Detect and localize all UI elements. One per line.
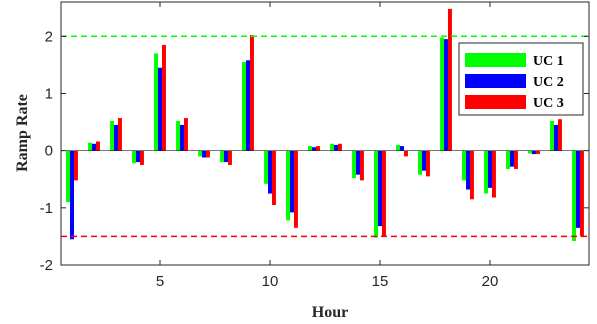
x-axis: 5 10 15 20: [156, 2, 499, 290]
bar-uc1-hour-1: [66, 150, 71, 203]
bar-uc3-hour-11: [293, 150, 298, 228]
bar-uc1-hour-21: [506, 150, 511, 169]
bar-uc3-hour-13: [337, 143, 342, 151]
bar-uc3-hour-5: [161, 44, 166, 151]
bar-uc2-hour-19: [466, 150, 470, 190]
bar-uc3-hour-14: [359, 150, 364, 181]
bar-uc2-hour-14: [356, 150, 360, 175]
bar-uc1-hour-5: [154, 53, 159, 151]
bar-uc1-hour-4: [132, 150, 137, 164]
bar-uc3-hour-19: [469, 150, 474, 200]
bar-uc1-hour-19: [462, 150, 467, 181]
x-tick-label: 15: [372, 273, 389, 290]
x-axis-label: Hour: [312, 304, 348, 321]
bar-uc2-hour-17: [422, 150, 426, 171]
bar-uc2-hour-6: [180, 124, 184, 151]
bar-uc3-hour-21: [513, 150, 518, 169]
bar-uc3-hour-10: [271, 150, 276, 205]
bar-uc2-hour-12: [312, 147, 316, 151]
bar-uc2-hour-16: [400, 146, 404, 151]
bar-uc3-hour-7: [205, 150, 210, 158]
bar-uc3-hour-1: [73, 150, 78, 181]
bar-uc1-hour-23: [550, 120, 555, 151]
bar-uc1-hour-7: [198, 150, 203, 157]
bar-uc1-hour-24: [572, 150, 577, 241]
y-axis: -2 -1 0 1 2: [40, 28, 589, 274]
legend-label-uc3: UC 3: [533, 96, 564, 111]
legend: UC 1 UC 2 UC 3: [458, 42, 584, 116]
plot-frame: [60, 1, 590, 266]
bar-uc2-hour-15: [378, 150, 382, 227]
legend-label-uc2: UC 2: [533, 75, 564, 90]
bar-uc2-hour-2: [92, 143, 96, 151]
bar-uc2-hour-3: [114, 124, 118, 151]
x-tick-label: 20: [482, 273, 499, 290]
x-tick-label: 5: [156, 273, 164, 290]
y-tick-label: -1: [40, 200, 53, 217]
bar-uc3-hour-17: [425, 150, 430, 177]
bar-uc1-hour-11: [286, 150, 291, 221]
x-tick-label: 10: [262, 273, 279, 290]
bar-uc2-hour-4: [136, 150, 140, 163]
bar-uc2-hour-18: [444, 39, 448, 151]
bar-uc2-hour-5: [158, 67, 162, 151]
bar-uc2-hour-24: [576, 150, 580, 228]
bar-uc3-hour-20: [491, 150, 496, 198]
bar-uc3-hour-3: [117, 118, 122, 151]
bar-uc3-hour-18: [447, 8, 452, 151]
y-tick-label: -2: [40, 257, 53, 274]
bar-uc2-hour-10: [268, 150, 272, 194]
legend-swatch-uc2: [465, 74, 526, 88]
bar-uc1-hour-8: [220, 150, 225, 163]
bar-uc2-hour-9: [246, 60, 250, 151]
bar-uc3-hour-16: [403, 150, 408, 157]
bar-uc2-hour-1: [70, 150, 74, 240]
bar-uc2-hour-7: [202, 150, 206, 158]
bar-uc2-hour-21: [510, 150, 514, 167]
y-axis-label: Ramp Rate: [14, 94, 31, 172]
bar-uc3-hour-12: [315, 146, 320, 151]
bar-uc3-hour-23: [557, 119, 562, 151]
bar-uc2-hour-23: [554, 124, 558, 151]
bar-uc1-hour-6: [176, 120, 181, 151]
bar-uc2-hour-11: [290, 150, 294, 213]
plot-area: [60, 1, 590, 266]
legend-swatch-uc3: [465, 95, 526, 109]
bar-uc1-hour-20: [484, 150, 489, 194]
bar-uc2-hour-13: [334, 144, 338, 151]
bar-uc2-hour-20: [488, 150, 492, 188]
y-tick-label: 1: [45, 85, 53, 102]
bar-uc1-hour-13: [330, 143, 335, 151]
bar-uc3-hour-15: [381, 150, 386, 237]
y-tick-label: 0: [45, 143, 53, 160]
bar-uc3-hour-22: [535, 150, 540, 155]
bar-uc3-hour-6: [183, 118, 188, 151]
bar-uc3-hour-24: [579, 150, 584, 237]
bar-uc1-hour-16: [396, 144, 401, 151]
bar-uc3-hour-9: [249, 35, 254, 151]
bar-uc1-hour-18: [440, 37, 445, 151]
bar-uc1-hour-12: [308, 146, 313, 151]
bar-uc3-hour-2: [95, 141, 100, 151]
bar-uc1-hour-22: [528, 150, 533, 154]
y-tick-label: 2: [45, 28, 53, 45]
bar-uc1-hour-9: [242, 62, 247, 151]
legend-label-uc1: UC 1: [533, 54, 564, 69]
bar-uc2-hour-22: [532, 150, 536, 155]
bar-uc1-hour-3: [110, 120, 115, 151]
bar-uc1-hour-14: [352, 150, 357, 179]
bar-uc1-hour-15: [374, 150, 379, 238]
bar-uc2-hour-8: [224, 150, 228, 163]
bar-uc1-hour-17: [418, 150, 423, 175]
bar-uc3-hour-4: [139, 150, 144, 165]
legend-swatch-uc1: [465, 53, 526, 67]
bar-uc1-hour-10: [264, 150, 269, 184]
bar-uc3-hour-8: [227, 150, 232, 165]
bar-uc1-hour-2: [88, 142, 93, 151]
